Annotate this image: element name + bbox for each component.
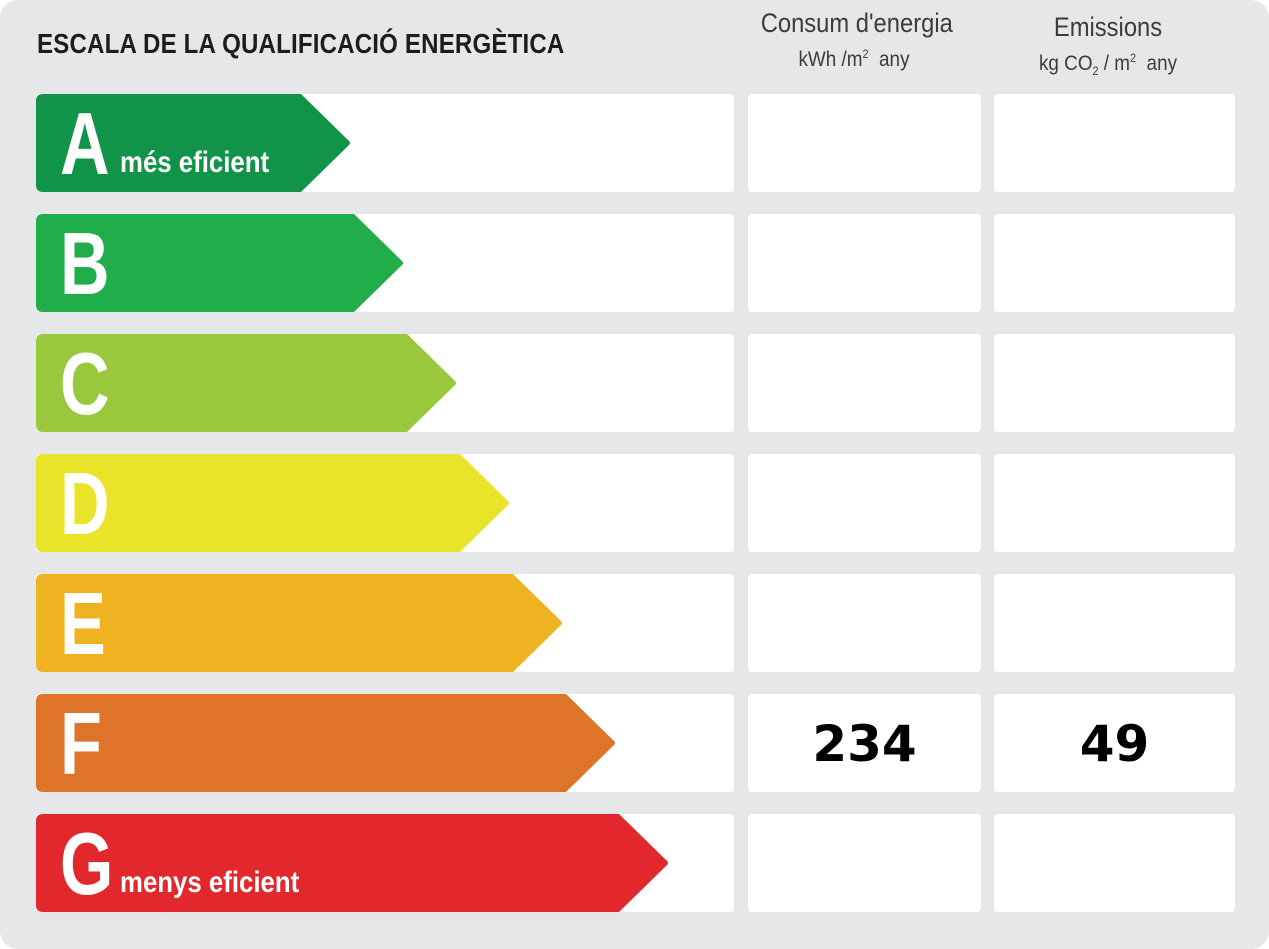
consumption-cell-d	[748, 454, 981, 552]
rating-arrow-shape	[36, 94, 350, 192]
page-title: ESCALA DE LA QUALIFICACIÓ ENERGÈTICA	[37, 28, 565, 59]
rating-arrow-shape	[36, 454, 509, 552]
consumption-cell-c	[748, 334, 981, 432]
rating-row-e: E	[36, 574, 734, 672]
rating-row-d: D	[36, 454, 734, 552]
emissions-title: Emissions	[1053, 12, 1163, 42]
rating-arrow-shape	[36, 814, 668, 912]
rating-arrow-shape	[36, 574, 562, 672]
emissions-value: 49	[1079, 715, 1150, 773]
rating-arrow-shape	[36, 214, 403, 312]
consumption-title: Consum d'energia	[760, 8, 953, 38]
consumption-unit: kWh /m2 any	[798, 47, 910, 71]
consumption-value: 234	[812, 715, 917, 773]
rating-letter: B	[60, 214, 110, 313]
emissions-cell-d	[994, 454, 1235, 552]
rating-arrow-e	[36, 574, 562, 672]
rating-row-f: F	[36, 694, 734, 792]
consumption-cell-a	[748, 94, 981, 192]
rating-letter: A	[60, 94, 110, 193]
rating-arrow-f	[36, 694, 615, 792]
emissions-cell-e	[994, 574, 1235, 672]
emissions-cell-c	[994, 334, 1235, 432]
rating-arrow-b	[36, 214, 403, 312]
emissions-column-header: Emissions kg CO2 / m2 any	[998, 12, 1218, 78]
rating-arrow-g	[36, 814, 668, 912]
emissions-unit: kg CO2 / m2 any	[1038, 51, 1178, 79]
rating-row-b: B	[36, 214, 734, 312]
consumption-cell-e	[748, 574, 981, 672]
rating-letter: E	[60, 574, 106, 673]
rating-arrow-a	[36, 94, 350, 192]
rating-letter: C	[60, 334, 110, 433]
rating-arrow-c	[36, 334, 456, 432]
emissions-cell-g	[994, 814, 1235, 912]
consumption-cell-f: 234	[748, 694, 981, 792]
rating-arrow-shape	[36, 694, 615, 792]
consumption-cell-g	[748, 814, 981, 912]
rating-row-c: C	[36, 334, 734, 432]
rating-letter: G	[60, 814, 114, 913]
emissions-cell-b	[994, 214, 1235, 312]
consumption-cell-b	[748, 214, 981, 312]
emissions-cell-a	[994, 94, 1235, 192]
rating-sublabel: més eficient	[120, 146, 270, 179]
rating-arrow-shape	[36, 334, 456, 432]
rating-letter: D	[60, 454, 110, 553]
rating-sublabel: menys eficient	[120, 866, 300, 899]
rating-arrow-d	[36, 454, 509, 552]
consumption-column-header: Consum d'energia kWh /m2 any	[748, 8, 960, 72]
rating-letter: F	[60, 694, 102, 793]
emissions-cell-f: 49	[994, 694, 1235, 792]
